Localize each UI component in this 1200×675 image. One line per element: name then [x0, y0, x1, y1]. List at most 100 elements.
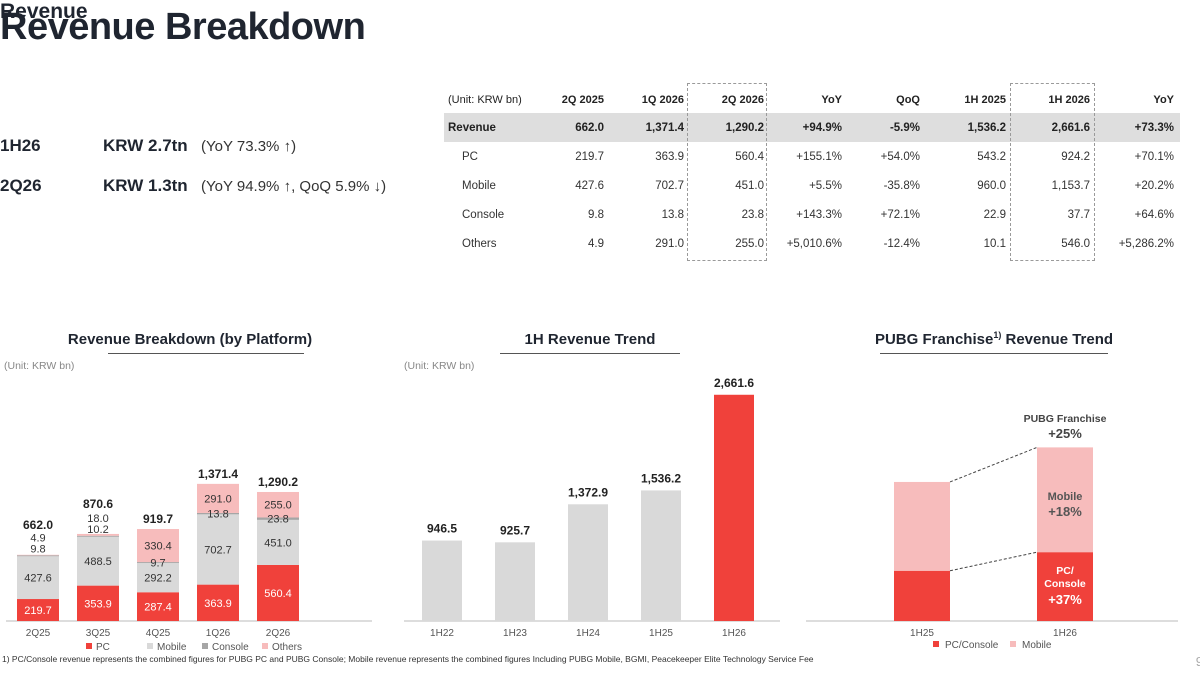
table-cell: -35.8%: [883, 179, 920, 192]
table-cell: 1,371.4: [610, 113, 690, 142]
data-label-pc: 560.4: [264, 588, 292, 600]
data-label-others: 330.4: [144, 541, 172, 553]
x-tick-label: 1Q26: [206, 628, 231, 639]
data-label-mobile: 451.0: [264, 537, 292, 549]
bar-segment-mobile: [137, 563, 179, 593]
legend-swatch-pc-console: [933, 641, 939, 647]
x-tick-label: 1H25: [649, 628, 673, 639]
trend-bar: [422, 540, 462, 621]
bar-segment-pc: [197, 584, 239, 621]
table-cell: 960.0: [977, 179, 1006, 192]
x-tick-label: 3Q25: [86, 628, 111, 639]
x-tick-label: 1H26: [1053, 628, 1077, 639]
bar-segment-mobile: [17, 556, 59, 600]
annotation-pc-growth: +37%: [1048, 592, 1082, 607]
bar-segment-pc: [257, 564, 299, 621]
chart-title-platform: Revenue Breakdown (by Platform): [67, 331, 313, 348]
data-label-console: 9.8: [30, 543, 45, 555]
bar-segment-pc-console: [1037, 552, 1093, 621]
x-tick-label: 4Q25: [146, 628, 171, 639]
x-tick-label: 1H26: [722, 628, 746, 639]
data-label-console: 9.7: [150, 558, 165, 570]
table-cell: +94.9%: [770, 113, 848, 142]
row-label: Mobile: [462, 179, 496, 192]
bar-segment-pc: [77, 585, 119, 621]
table-cell: 662.0: [532, 113, 610, 142]
data-label-total: 662.0: [23, 518, 53, 532]
table-header: 1H 2025: [964, 93, 1006, 106]
table-cell: 37.7: [1067, 208, 1090, 221]
annotation-franchise: PUBG Franchise: [1024, 413, 1107, 425]
table-header: QoQ: [896, 93, 920, 106]
footnote-marker: 1): [993, 330, 1002, 340]
legend-swatch-mobile: [147, 643, 153, 649]
table-header: (Unit: KRW bn): [448, 93, 522, 106]
data-label-console: 23.8: [267, 514, 288, 526]
x-tick-label: 1H24: [576, 628, 600, 639]
data-label-value: 925.7: [500, 523, 530, 537]
bar-segment-mobile: [257, 519, 299, 565]
table-cell: 546.0: [1061, 237, 1090, 250]
table-cell: 219.7: [575, 150, 604, 163]
data-label-pc: 363.9: [204, 598, 232, 610]
legend-label: Mobile: [1022, 640, 1052, 651]
connector-pc: [949, 551, 1038, 572]
title-underline: [108, 353, 304, 354]
table-cell: +73.3%: [1096, 113, 1180, 142]
data-label-others: 4.9: [30, 532, 45, 544]
row-label: Revenue: [444, 113, 532, 142]
revenue-table: (Unit: KRW bn) 2Q 2025 1Q 2026 2Q 2026 Y…: [444, 86, 1180, 258]
summary-note: (YoY 73.3% ↑): [201, 138, 297, 155]
legend-label: Console: [212, 642, 249, 653]
x-tick-label: 1H25: [910, 628, 934, 639]
table-cell: 23.8: [741, 208, 764, 221]
data-label-console: 13.8: [207, 509, 228, 521]
x-tick-label: 2Q26: [266, 628, 291, 639]
annotation-pc: PC/: [1056, 565, 1074, 577]
row-label: Others: [462, 237, 497, 250]
annotation-mobile: Mobile: [1048, 491, 1083, 503]
table-cell: 4.9: [588, 237, 604, 250]
data-label-others: 291.0: [204, 493, 232, 505]
table-row: Console 9.8 13.8 23.8 +143.3% +72.1% 22.…: [444, 200, 1180, 229]
data-label-value: 1,372.9: [568, 485, 608, 499]
data-label-others: 255.0: [264, 500, 292, 512]
data-label-mobile: 702.7: [204, 544, 232, 556]
table-cell: 543.2: [977, 150, 1006, 163]
bar-segment-others: [137, 529, 179, 563]
table-header: 1H 2026: [1048, 93, 1090, 106]
bar-segment-console: [77, 535, 119, 537]
data-label-mobile: 427.6: [24, 573, 52, 585]
chart-title-1h-trend: 1H Revenue Trend: [524, 331, 656, 348]
bar-segment-console: [257, 517, 299, 520]
summary-heading: Revenue: [0, 0, 88, 23]
table-header: 2Q 2025: [561, 93, 604, 106]
table-cell: 1,153.7: [1051, 179, 1090, 192]
table-row: Revenue 662.0 1,371.4 1,290.2 +94.9% -5.…: [444, 113, 1180, 142]
table-cell: +64.6%: [1134, 208, 1174, 221]
trend-bar: [641, 490, 681, 621]
table-cell: +5,010.6%: [786, 237, 842, 250]
summary-value: KRW 1.3tn: [103, 176, 188, 195]
table-cell: 9.8: [588, 208, 604, 221]
table-cell: 560.4: [735, 150, 764, 163]
footnote: 1) PC/Console revenue represents the com…: [2, 654, 814, 664]
table-cell: 451.0: [735, 179, 764, 192]
summary-value: KRW 2.7tn: [103, 136, 188, 155]
pubg-title-main: PUBG Franchise: [874, 331, 994, 348]
data-label-mobile: 488.5: [84, 556, 112, 568]
table-cell: 291.0: [655, 237, 684, 250]
legend-label: PC/Console: [945, 640, 999, 651]
table-cell: -5.9%: [848, 113, 926, 142]
table-row: Mobile 427.6 702.7 451.0 +5.5% -35.8% 96…: [444, 171, 1180, 200]
table-cell: 10.1: [983, 237, 1006, 250]
table-row: Others 4.9 291.0 255.0 +5,010.6% -12.4% …: [444, 229, 1180, 258]
bar-segment-others: [257, 491, 299, 518]
summary-period: 2Q26: [0, 176, 42, 195]
legend-swatch-pc: [86, 643, 92, 649]
data-label-total: 919.7: [143, 512, 173, 526]
bar-segment-console: [137, 562, 179, 564]
pubg-title-suffix: Revenue Trend: [1001, 331, 1114, 348]
table-cell: +143.3%: [796, 208, 842, 221]
page-title: Revenue Breakdown: [0, 6, 366, 48]
